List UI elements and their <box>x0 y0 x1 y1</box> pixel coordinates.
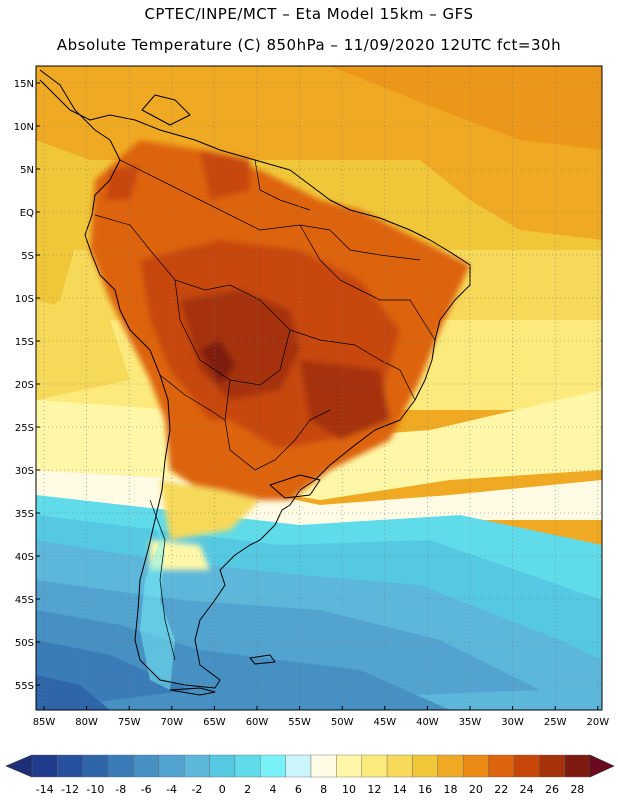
colorbar-label: 26 <box>545 783 559 796</box>
colorbar-swatch <box>310 754 337 778</box>
colorbar-swatch <box>183 754 210 778</box>
country-borders <box>94 159 436 661</box>
lon-label: 40W <box>416 717 439 728</box>
colorbar-swatch <box>107 754 134 778</box>
map-panel: 15N 10N 5N EQ 5S 10S 15S 20S 25S 30S 35S 40S 45S 50S 5… <box>14 65 609 728</box>
colorbar-swatch <box>158 754 185 778</box>
lon-label: 80W <box>75 717 98 728</box>
lon-label: 35W <box>459 717 482 728</box>
colorbar-label: 18 <box>444 783 458 796</box>
colorbar-under-arrow <box>5 754 33 778</box>
colorbar-swatch <box>361 754 388 778</box>
colorbar-label: -4 <box>166 783 177 796</box>
coastline <box>39 69 471 696</box>
colorbar-swatch <box>412 754 439 778</box>
colorbar-label: 2 <box>244 783 251 796</box>
colorbar-label: 28 <box>570 783 584 796</box>
colorbar-swatch <box>260 754 286 778</box>
lon-label: 30W <box>501 717 524 728</box>
lon-label: 70W <box>160 717 183 728</box>
colorbar-label: -2 <box>191 783 202 796</box>
map-title-line1: CPTEC/INPE/MCT – Eta Model 15km – GFS <box>144 5 474 23</box>
lat-label: 15S <box>15 337 34 348</box>
colorbar-swatch <box>82 754 109 778</box>
lat-label: 25S <box>15 423 34 434</box>
longitude-labels: 85W 80W 75W 70W 65W 60W 55W 50W 45W 40W 35W 30W 25W 2… <box>33 706 609 728</box>
lon-label: 20W <box>586 717 609 728</box>
lon-label: 50W <box>331 717 354 728</box>
map-border <box>35 65 603 711</box>
colorbar-label: 16 <box>418 783 432 796</box>
lat-label: 40S <box>15 552 34 563</box>
lon-label: 45W <box>373 717 396 728</box>
colorbar-label: 8 <box>320 783 327 796</box>
colorbar-label: 22 <box>494 783 508 796</box>
lat-label: 10S <box>15 294 34 305</box>
colorbar-swatch <box>234 754 261 778</box>
colorbar-label: 6 <box>295 783 302 796</box>
lat-label: 35S <box>15 509 34 520</box>
lat-label: 15N <box>14 79 34 90</box>
colorbar-swatch <box>539 754 565 778</box>
colorbar-swatch <box>437 754 464 778</box>
colorbar-swatch <box>31 754 58 778</box>
colorbar-swatch <box>209 754 236 778</box>
lat-label: 20S <box>15 380 34 391</box>
lat-label: 5N <box>20 165 34 176</box>
colorbar-label: -8 <box>115 783 126 796</box>
colorbar-swatch <box>285 754 312 778</box>
lon-label: 75W <box>118 717 141 728</box>
colorbar-swatch <box>513 754 540 778</box>
colorbar-label: 24 <box>520 783 534 796</box>
temperature-field <box>36 66 602 710</box>
colorbar-swatch <box>462 754 489 778</box>
colorbar-swatch <box>336 754 362 778</box>
colorbar-label: 14 <box>393 783 407 796</box>
lat-label: 10N <box>14 122 34 133</box>
colorbar-label: 0 <box>219 783 226 796</box>
lon-label: 85W <box>33 717 56 728</box>
latitude-labels: 15N 10N 5N EQ 5S 10S 15S 20S 25S 30S 35S 40S 45S 50S 5… <box>14 79 40 692</box>
colorbar-label: -12 <box>61 783 79 796</box>
colorbar-swatch <box>133 754 160 778</box>
lat-label: 55S <box>15 681 34 692</box>
colorbar-label: -10 <box>86 783 104 796</box>
colorbar-swatch <box>57 754 83 778</box>
lon-label: 65W <box>203 717 226 728</box>
lon-label: 25W <box>544 717 567 728</box>
lat-label: 45S <box>15 595 34 606</box>
colorbar-label: 12 <box>367 783 381 796</box>
lon-label: 60W <box>246 717 269 728</box>
colorbar-swatch <box>386 754 413 778</box>
lat-label: 30S <box>15 466 34 477</box>
colorbar-label: -14 <box>36 783 54 796</box>
lon-label: 55W <box>288 717 311 728</box>
map-title-line2: Absolute Temperature (C) 850hPa – 11/09/… <box>56 36 562 54</box>
lat-label: 50S <box>15 638 34 649</box>
colorbar-label: 4 <box>269 783 276 796</box>
colorbar-label: 10 <box>342 783 356 796</box>
colorbar: -14 -12 -10 -8 -6 -4 -2 0 2 4 6 8 10 12 14 16 18 20 22 24 26… <box>5 754 615 796</box>
colorbar-swatch <box>564 754 591 778</box>
lat-label: 5S <box>21 251 34 262</box>
colorbar-label: 20 <box>469 783 483 796</box>
colorbar-label: -6 <box>141 783 152 796</box>
colorbar-over-arrow <box>589 754 615 778</box>
colorbar-swatch <box>488 754 515 778</box>
lat-label: EQ <box>20 208 34 219</box>
graticule <box>36 66 602 710</box>
